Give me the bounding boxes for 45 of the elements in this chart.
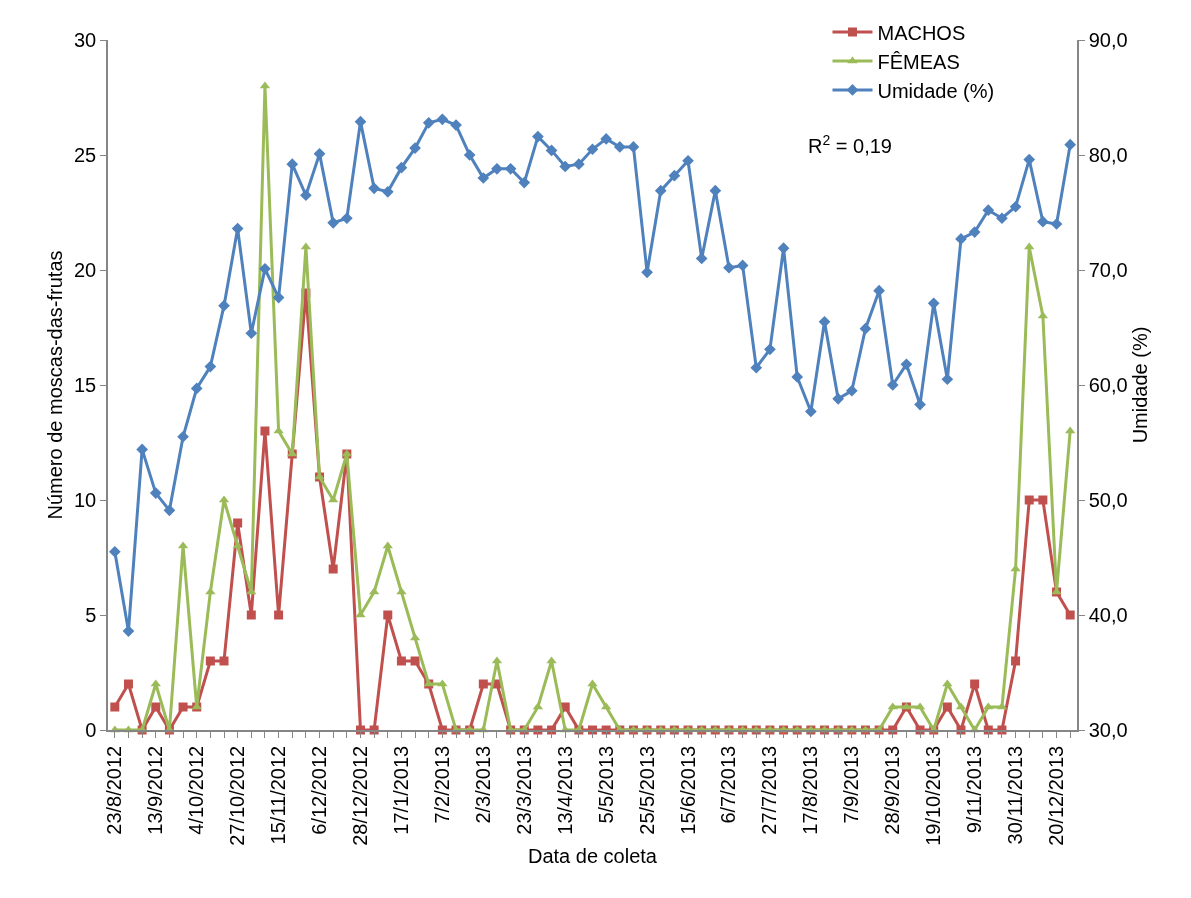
y2-tick-label: 40,0 <box>1088 604 1128 626</box>
y2-tick-label: 30,0 <box>1088 719 1128 741</box>
y-tick-label: 25 <box>74 144 97 166</box>
x-tick-label: 30/11/2013 <box>1004 745 1027 845</box>
x-tick-label: 23/3/2013 <box>512 745 535 835</box>
x-tick-label: 13/9/2012 <box>144 745 167 835</box>
x-tick-label: 2/3/2013 <box>471 745 494 824</box>
y2-tick-label: 80,0 <box>1088 144 1128 166</box>
x-tick-label: 28/9/2013 <box>881 745 904 835</box>
y2-tick-label: 70,0 <box>1088 259 1128 281</box>
y-tick-label: 0 <box>85 719 97 741</box>
y2-tick-label: 50,0 <box>1088 489 1128 511</box>
y2-axis-title: Umidade (%) <box>1128 326 1151 444</box>
legend-label: MACHOS <box>877 21 966 44</box>
x-axis-title: Data de coleta <box>528 844 658 867</box>
x-tick-label: 5/5/2013 <box>594 745 617 824</box>
x-tick-label: 19/10/2013 <box>922 745 945 846</box>
x-tick-label: 17/1/2013 <box>389 745 412 835</box>
x-tick-label: 28/12/2012 <box>348 745 371 846</box>
x-tick-label: 17/8/2013 <box>799 745 822 835</box>
x-tick-label: 27/7/2013 <box>758 745 781 835</box>
y-tick-label: 10 <box>74 489 97 511</box>
legend-label: FÊMEAS <box>877 50 960 73</box>
x-tick-label: 4/10/2012 <box>185 745 208 835</box>
x-tick-label: 7/9/2013 <box>840 745 863 824</box>
x-tick-label: 15/11/2012 <box>267 745 290 845</box>
x-tick-label: 27/10/2012 <box>226 745 249 846</box>
annotation: R$^{2}$ = 0,19 <box>808 132 892 158</box>
x-tick-label: 6/7/2013 <box>717 745 740 824</box>
y-tick-label: 5 <box>85 604 97 626</box>
y-tick-label: 20 <box>74 259 97 281</box>
x-tick-label: 25/5/2013 <box>635 745 658 835</box>
x-tick-label: 7/2/2013 <box>430 745 453 824</box>
y-axis-title: Número de moscas-das-frutas <box>44 250 66 520</box>
y2-tick-label: 90,0 <box>1088 29 1128 51</box>
x-tick-label: 23/8/2012 <box>103 745 126 835</box>
x-tick-label: 15/6/2013 <box>676 745 699 835</box>
x-tick-label: 20/12/2013 <box>1045 745 1068 846</box>
legend-label: Umidade (%) <box>877 79 995 102</box>
x-tick-label: 6/12/2012 <box>308 745 331 835</box>
y-tick-label: 15 <box>74 374 97 396</box>
y-tick-label: 30 <box>74 29 97 51</box>
x-tick-label: 13/4/2013 <box>553 745 576 835</box>
y2-tick-label: 60,0 <box>1088 374 1128 396</box>
x-tick-label: 9/11/2013 <box>963 745 986 834</box>
